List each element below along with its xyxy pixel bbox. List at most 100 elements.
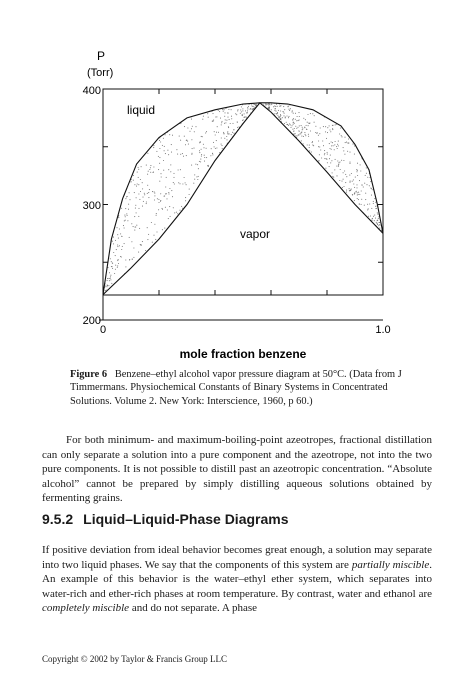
stipple-dot — [246, 110, 249, 112]
stipple-dot — [168, 154, 170, 156]
stipple-dot — [164, 134, 166, 136]
stipple-dot — [145, 203, 147, 205]
stipple-dot — [215, 116, 217, 118]
stipple-dot — [291, 119, 294, 121]
stipple-dot — [141, 241, 143, 243]
stipple-dot — [114, 268, 116, 270]
stipple-dot — [372, 202, 374, 204]
stipple-dot — [194, 178, 196, 180]
stipple-dot — [302, 143, 304, 145]
stipple-dot — [284, 116, 286, 118]
stipple-dot — [337, 160, 339, 162]
stipple-dot — [182, 207, 184, 209]
stipple-dot — [131, 241, 133, 243]
stipple-dot — [305, 135, 307, 137]
stipple-dot — [333, 176, 335, 178]
stipple-dot — [193, 147, 195, 149]
stipple-dot — [298, 119, 300, 121]
stipple-dot — [205, 147, 207, 149]
stipple-dot — [117, 265, 119, 267]
stipple-dot — [231, 131, 234, 133]
stipple-dot — [375, 207, 377, 209]
stipple-dot — [339, 161, 341, 163]
stipple-dot — [283, 112, 285, 114]
stipple-dot — [237, 110, 239, 112]
region-label-vapor: vapor — [240, 227, 270, 241]
stipple-dot — [305, 128, 308, 130]
stipple-dot — [141, 182, 143, 184]
stipple-dot — [158, 169, 160, 171]
stipple-dot — [230, 134, 232, 136]
stipple-dot — [372, 215, 375, 217]
stipple-dot — [147, 239, 149, 241]
stipple-dot — [365, 172, 367, 174]
stipple-dot — [267, 103, 269, 105]
stipple-dot — [333, 149, 335, 151]
stipple-dot — [151, 241, 153, 243]
stipple-dot — [176, 149, 178, 151]
stipple-dot — [222, 109, 224, 111]
stipple-dot — [111, 282, 113, 284]
stipple-dot — [280, 120, 282, 122]
stipple-dot — [142, 200, 144, 202]
stipple-dot — [293, 127, 295, 130]
stipple-dot — [331, 160, 333, 162]
stipple-dot — [247, 108, 249, 110]
stipple-dot — [173, 176, 175, 178]
stipple-dot — [356, 169, 358, 171]
stipple-dot — [275, 110, 277, 112]
figure-caption-label: Figure 6 — [70, 369, 108, 380]
stipple-dot — [171, 190, 173, 192]
stipple-dot — [114, 255, 116, 257]
stipple-dot — [319, 127, 321, 129]
stipple-dot — [114, 239, 117, 241]
stipple-dot — [365, 199, 367, 201]
stipple-dot — [300, 133, 302, 135]
stipple-dot — [289, 123, 291, 125]
stipple-dot — [185, 200, 187, 202]
stipple-dot — [358, 203, 360, 205]
stipple-dot — [207, 116, 209, 118]
stipple-dot — [363, 204, 365, 206]
stipple-dot — [378, 221, 380, 224]
stipple-dot — [165, 186, 167, 188]
stipple-dot — [126, 213, 128, 215]
stipple-dot — [332, 129, 334, 131]
stipple-dot — [117, 262, 120, 265]
stipple-dot — [216, 147, 218, 149]
stipple-dot — [239, 112, 241, 114]
figure-caption-text: Benzene–ethyl alcohol vapor pressure dia… — [70, 369, 402, 407]
stipple-dot — [356, 162, 359, 164]
stipple-dot — [358, 191, 360, 193]
section-heading: 9.5.2 Liquid–Liquid-Phase Diagrams — [42, 511, 289, 527]
stipple-dot — [298, 125, 300, 127]
stipple-dot — [127, 208, 130, 210]
stipple-dot — [161, 144, 163, 146]
stipple-dot — [108, 272, 111, 274]
stipple-dot — [376, 222, 378, 224]
stipple-dot — [278, 117, 280, 119]
stipple-dot — [199, 142, 201, 144]
stipple-dot — [349, 181, 351, 183]
stipple-dot — [305, 124, 307, 126]
stipple-dot — [139, 198, 141, 200]
stipple-dot — [150, 221, 152, 224]
stipple-dot — [356, 169, 358, 171]
stipple-dot — [322, 140, 324, 142]
stipple-dot — [353, 153, 355, 155]
stipple-dot — [175, 211, 177, 213]
stipple-dot — [356, 192, 358, 194]
stipple-dot — [311, 142, 313, 144]
stipple-dot — [180, 153, 182, 155]
stipple-dot — [336, 175, 338, 177]
stipple-dot — [284, 109, 286, 111]
stipple-dot — [298, 115, 300, 118]
stipple-dot — [107, 278, 109, 280]
stipple-dot — [167, 149, 169, 151]
stipple-dot — [226, 119, 228, 121]
stipple-dot — [160, 141, 162, 143]
stipple-dot — [154, 192, 156, 194]
stipple-dot — [163, 150, 165, 152]
stipple-dot — [170, 171, 172, 173]
stipple-dot — [230, 115, 233, 117]
